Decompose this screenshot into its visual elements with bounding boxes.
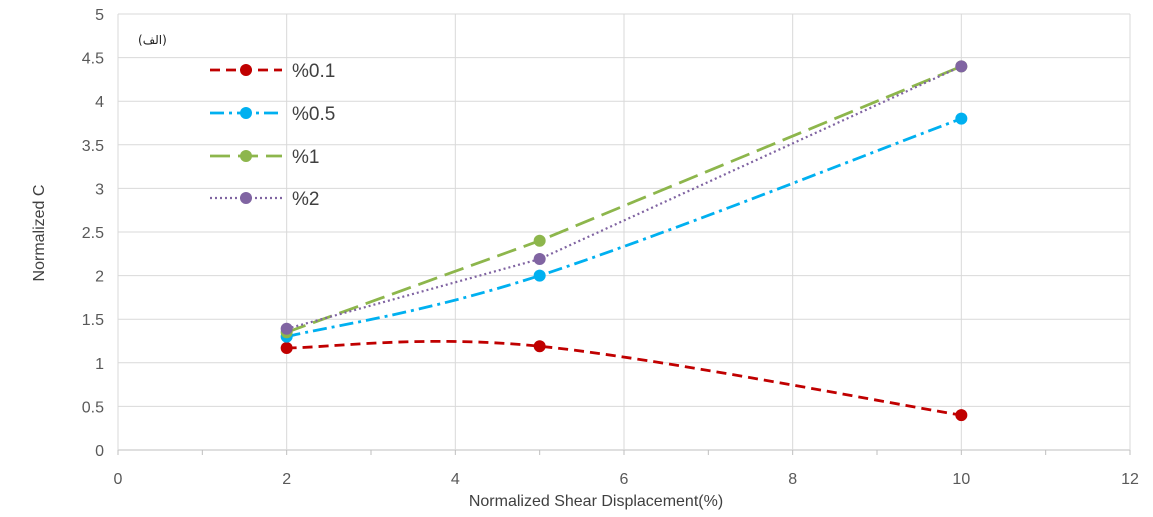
legend-item-2-label: %0.5 xyxy=(292,104,335,125)
y-tick-label: 4.5 xyxy=(82,51,104,68)
x-tick-label: 12 xyxy=(1121,471,1139,488)
series-4 xyxy=(280,60,968,335)
series-1-point xyxy=(280,341,293,354)
series-2 xyxy=(280,112,968,343)
y-tick-label: 2.5 xyxy=(82,225,104,242)
legend-item-3-marker xyxy=(240,150,252,162)
series-1-line xyxy=(286,339,962,417)
legend-item-1: %0.1 xyxy=(210,61,335,82)
y-tick-label: 5 xyxy=(95,7,104,24)
x-tick-label: 6 xyxy=(620,471,629,488)
series-4-line xyxy=(286,65,962,330)
legend-item-4: %2 xyxy=(210,189,319,210)
legend-item-2: %0.5 xyxy=(210,104,335,125)
legend-item-3: %1 xyxy=(210,147,319,168)
x-axis-title: Normalized Shear Displacement(%) xyxy=(469,493,723,510)
series-4-point xyxy=(955,60,968,73)
series-2-point xyxy=(955,112,968,125)
x-tick-label: 0 xyxy=(114,471,123,488)
gridlines xyxy=(117,13,1131,455)
x-tick-label: 8 xyxy=(788,471,797,488)
y-tick-label: 3.5 xyxy=(82,138,104,155)
y-tick-label: 4 xyxy=(95,94,104,111)
series-layer xyxy=(280,60,968,422)
y-tick-label: 1 xyxy=(95,356,104,373)
legend-item-3-label: %1 xyxy=(292,147,319,168)
y-tick-label: 0.5 xyxy=(82,399,104,416)
legend-item-1-marker xyxy=(240,64,252,76)
legend-item-4-label: %2 xyxy=(292,189,319,210)
legend-item-1-label: %0.1 xyxy=(292,61,335,82)
y-tick-label: 1.5 xyxy=(82,312,104,329)
series-4-point xyxy=(533,253,546,266)
x-axis-ticks: 0 2 4 6 8 10 12 xyxy=(114,471,1139,488)
x-tick-label: 4 xyxy=(451,471,460,488)
series-2-line xyxy=(286,117,962,339)
series-1-point xyxy=(955,409,968,422)
y-tick-label: 3 xyxy=(95,181,104,198)
series-1-point xyxy=(533,340,546,353)
y-axis-ticks: 0 0.5 1 1.5 2 2.5 3 3.5 4 4.5 5 xyxy=(82,7,104,460)
y-tick-label: 2 xyxy=(95,269,104,286)
y-axis-title: Normalized C xyxy=(31,185,48,282)
x-tick-label: 10 xyxy=(952,471,970,488)
series-4-point xyxy=(280,322,293,335)
legend-item-4-marker xyxy=(240,192,252,204)
y-tick-label: 0 xyxy=(95,443,104,460)
legend: %0.1 %0.5 %1 %2 xyxy=(210,61,335,210)
series-2-point xyxy=(533,269,546,282)
legend-item-2-marker xyxy=(240,107,252,119)
x-tick-label: 2 xyxy=(282,471,291,488)
chart-annotation: (الف) xyxy=(138,33,167,47)
series-1 xyxy=(280,339,968,422)
series-3-point xyxy=(533,234,546,247)
